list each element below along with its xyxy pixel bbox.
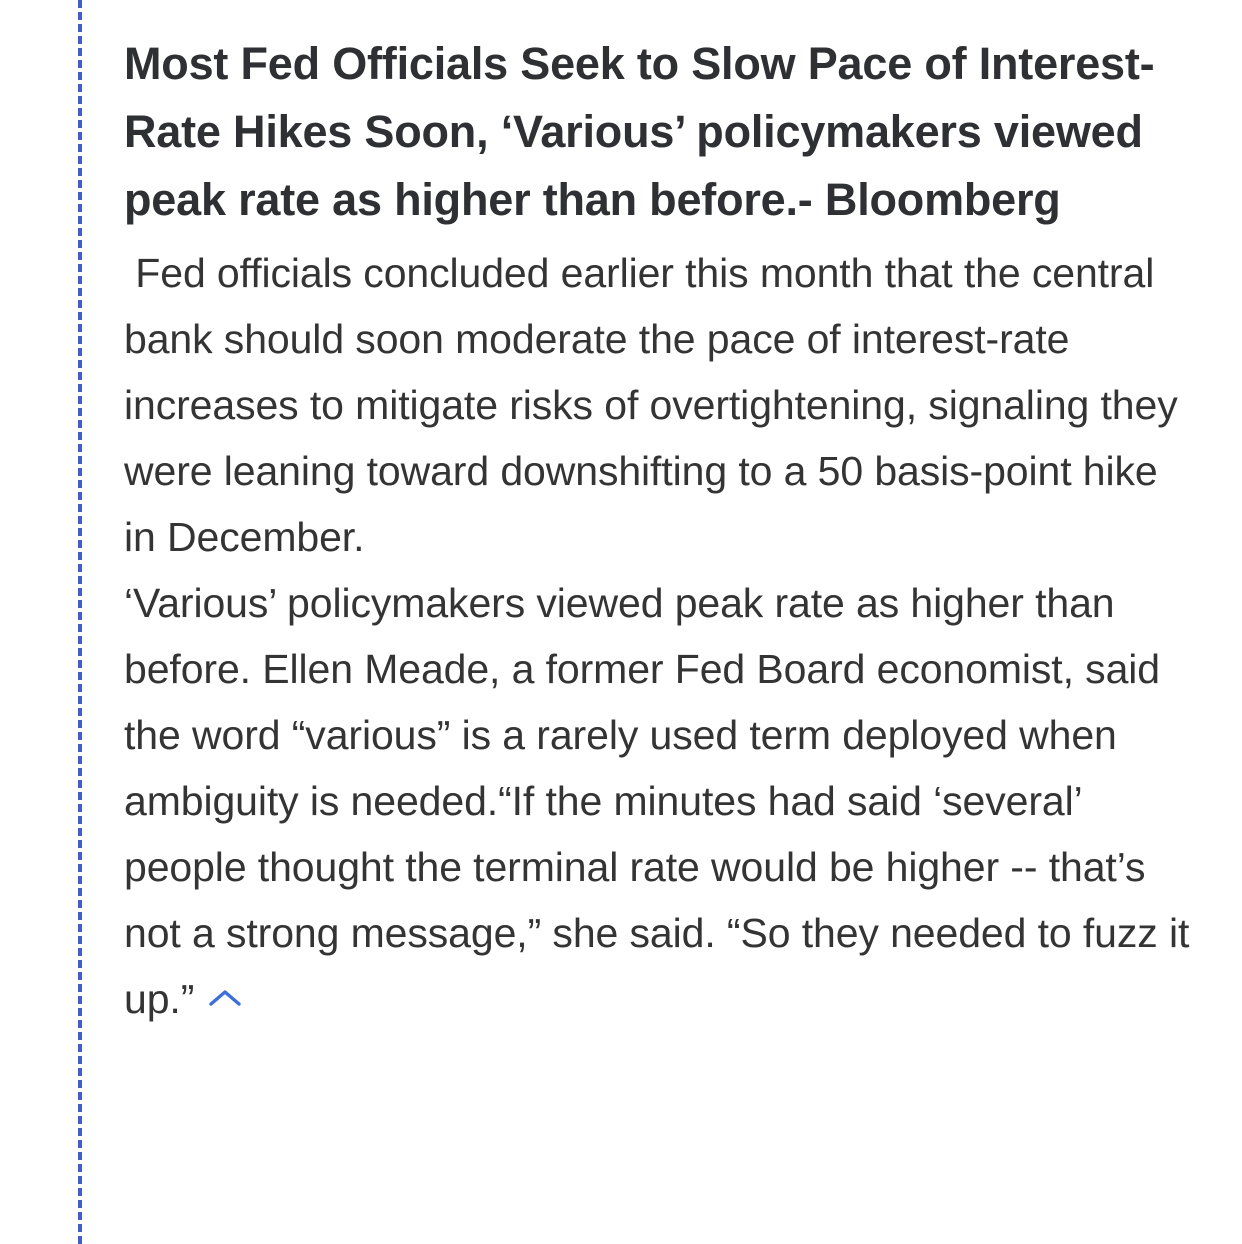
chevron-up-icon[interactable]: [208, 987, 242, 1009]
article-paragraph-1: Fed officials concluded earlier this mon…: [124, 250, 1189, 560]
article-card: Most Fed Officials Seek to Slow Pace of …: [78, 0, 1242, 1244]
article-paragraph-2-text: ‘Various’ policymakers viewed peak rate …: [124, 580, 1201, 1022]
article-content: Most Fed Officials Seek to Slow Pace of …: [124, 0, 1194, 1032]
article-headline: Most Fed Officials Seek to Slow Pace of …: [124, 38, 1155, 225]
article-paragraph-2: ‘Various’ policymakers viewed peak rate …: [124, 570, 1192, 1032]
